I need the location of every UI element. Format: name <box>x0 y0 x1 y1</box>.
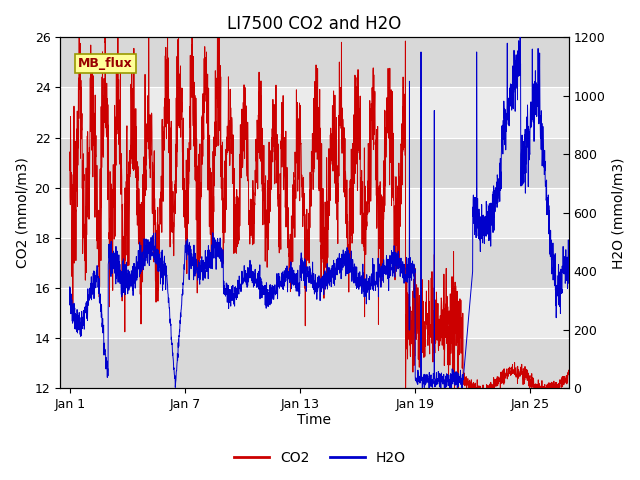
Bar <box>60 87 569 138</box>
Bar <box>60 338 569 388</box>
Y-axis label: H2O (mmol/m3): H2O (mmol/m3) <box>611 157 625 269</box>
Bar <box>60 238 569 288</box>
Bar <box>60 138 569 188</box>
X-axis label: Time: Time <box>298 413 332 427</box>
Text: MB_flux: MB_flux <box>78 57 132 70</box>
Bar <box>60 188 569 238</box>
Title: LI7500 CO2 and H2O: LI7500 CO2 and H2O <box>227 15 401 33</box>
Y-axis label: CO2 (mmol/m3): CO2 (mmol/m3) <box>15 157 29 268</box>
Legend: CO2, H2O: CO2, H2O <box>228 445 412 471</box>
Bar <box>60 288 569 338</box>
Bar <box>60 37 569 87</box>
